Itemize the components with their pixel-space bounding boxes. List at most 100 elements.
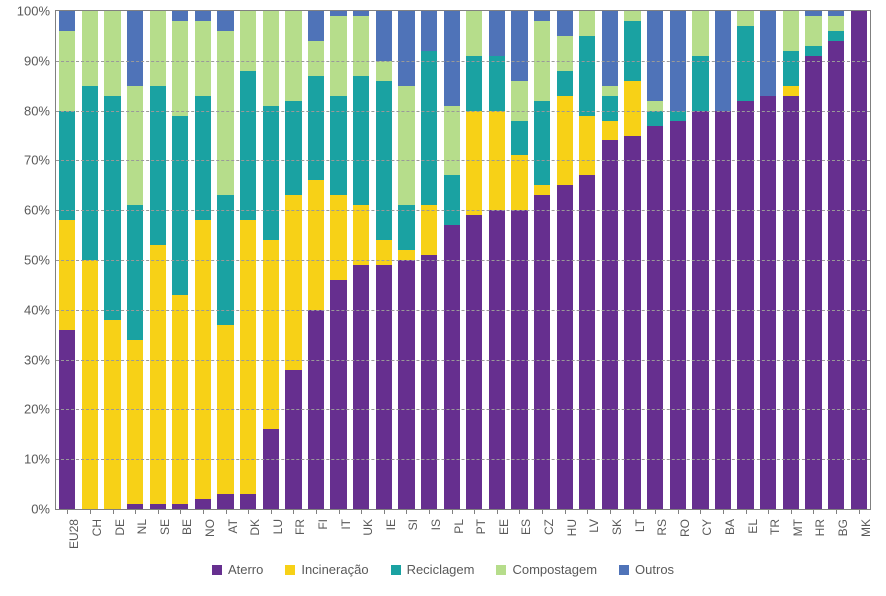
segment-IE-aterro [376, 265, 392, 509]
y-tick-label: 70% [5, 153, 50, 168]
x-tick-label-LT: LT [633, 515, 647, 532]
x-tick-label-NO: NO [203, 515, 217, 537]
segment-EU28-outros [59, 11, 75, 31]
segment-SI-incineracao [398, 250, 414, 260]
gridline [56, 111, 870, 112]
y-tick-label: 90% [5, 53, 50, 68]
segment-LT-aterro [624, 136, 640, 510]
segment-CH-reciclagem [82, 86, 98, 260]
x-tick [565, 509, 566, 514]
y-tick-label: 100% [5, 4, 50, 19]
x-tick-label-LV: LV [587, 515, 601, 533]
segment-BE-incineracao [172, 295, 188, 504]
segment-DE-incineracao [104, 320, 120, 509]
segment-MT-incineracao [783, 86, 799, 96]
segment-EU28-aterro [59, 330, 75, 509]
x-tick-label-EL: EL [746, 515, 760, 534]
segment-BG-reciclagem [828, 31, 844, 41]
x-tick [836, 509, 837, 514]
segment-CZ-outros [534, 11, 550, 21]
segment-HR-aterro [805, 56, 821, 509]
segment-HR-reciclagem [805, 46, 821, 56]
x-tick-label-CY: CY [700, 515, 714, 536]
legend-swatch-aterro [212, 565, 222, 575]
segment-DK-reciclagem [240, 71, 256, 220]
x-tick-label-DE: DE [113, 515, 127, 536]
segment-NL-outros [127, 11, 143, 86]
gridline [56, 459, 870, 460]
segment-EL-reciclagem [737, 26, 753, 101]
x-tick-label-PL: PL [452, 515, 466, 534]
x-tick-label-HU: HU [565, 515, 579, 536]
segment-SK-aterro [602, 140, 618, 509]
segment-UK-incineracao [353, 205, 369, 265]
x-tick [67, 509, 68, 514]
segment-FI-compostagem [308, 41, 324, 76]
segment-SK-incineracao [602, 121, 618, 141]
x-tick [293, 509, 294, 514]
segment-EL-aterro [737, 101, 753, 509]
segment-CY-compostagem [692, 11, 708, 56]
legend-label-compostagem: Compostagem [512, 562, 597, 577]
x-tick-label-FI: FI [316, 515, 330, 530]
x-tick [813, 509, 814, 514]
segment-FR-compostagem [285, 11, 301, 101]
gridline [56, 160, 870, 161]
segment-PL-reciclagem [444, 175, 460, 225]
x-tick [452, 509, 453, 514]
segment-DK-aterro [240, 494, 256, 509]
segment-TR-outros [760, 11, 776, 96]
legend-label-outros: Outros [635, 562, 674, 577]
segment-FR-reciclagem [285, 101, 301, 196]
segment-IS-aterro [421, 255, 437, 509]
x-tick [723, 509, 724, 514]
x-tick-label-SK: SK [610, 515, 624, 535]
segment-HU-outros [557, 11, 573, 36]
segment-HU-reciclagem [557, 71, 573, 96]
segment-DK-compostagem [240, 11, 256, 71]
x-tick-label-EU28: EU28 [67, 515, 81, 549]
segment-IT-compostagem [330, 16, 346, 96]
x-tick-label-MK: MK [859, 515, 873, 537]
x-tick-label-PT: PT [474, 515, 488, 534]
segment-MT-aterro [783, 96, 799, 509]
x-tick [203, 509, 204, 514]
x-tick-label-IE: IE [384, 515, 398, 530]
segment-CY-reciclagem [692, 56, 708, 111]
segment-EU28-incineracao [59, 220, 75, 330]
segment-ES-outros [511, 11, 527, 81]
segment-SE-incineracao [150, 245, 166, 504]
legend: AterroIncineraçãoReciclagemCompostagemOu… [0, 562, 886, 577]
segment-AT-compostagem [217, 31, 233, 195]
legend-item-outros: Outros [619, 562, 674, 577]
segment-HU-aterro [557, 185, 573, 509]
x-tick-label-RO: RO [678, 515, 692, 537]
x-tick [610, 509, 611, 514]
x-tick-label-EE: EE [497, 515, 511, 535]
segment-DK-incineracao [240, 220, 256, 494]
legend-item-compostagem: Compostagem [496, 562, 597, 577]
x-tick-label-HR: HR [813, 515, 827, 536]
segment-SI-compostagem [398, 86, 414, 206]
y-tick-label: 20% [5, 402, 50, 417]
x-tick [791, 509, 792, 514]
segment-AT-aterro [217, 494, 233, 509]
segment-PT-reciclagem [466, 56, 482, 111]
y-tick-label: 10% [5, 452, 50, 467]
legend-swatch-compostagem [496, 565, 506, 575]
segment-CZ-reciclagem [534, 101, 550, 186]
x-tick-label-BA: BA [723, 515, 737, 535]
segment-MT-compostagem [783, 11, 799, 51]
segment-RS-reciclagem [647, 111, 663, 126]
segment-PL-aterro [444, 225, 460, 509]
x-tick [678, 509, 679, 514]
x-tick-label-IT: IT [339, 515, 353, 530]
segment-SI-reciclagem [398, 205, 414, 250]
segment-PT-compostagem [466, 11, 482, 56]
segment-NO-aterro [195, 499, 211, 509]
segment-FI-incineracao [308, 180, 324, 309]
x-tick-label-SE: SE [158, 515, 172, 535]
x-tick [248, 509, 249, 514]
gridline [56, 310, 870, 311]
segment-SK-compostagem [602, 86, 618, 96]
